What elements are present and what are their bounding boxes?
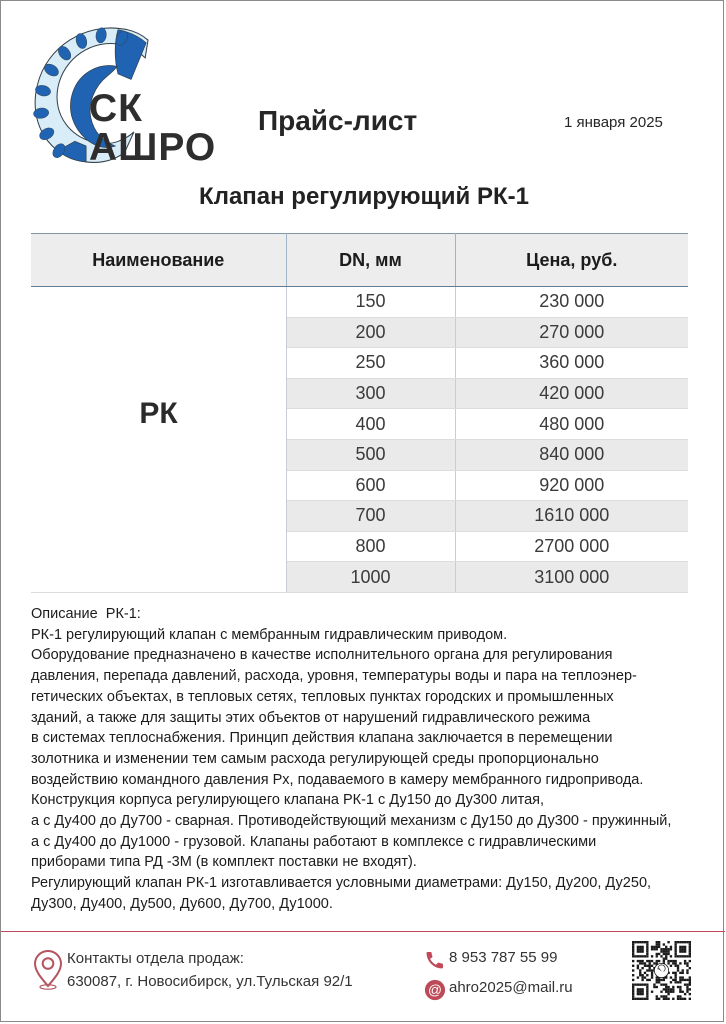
svg-text:@: @	[428, 983, 442, 998]
